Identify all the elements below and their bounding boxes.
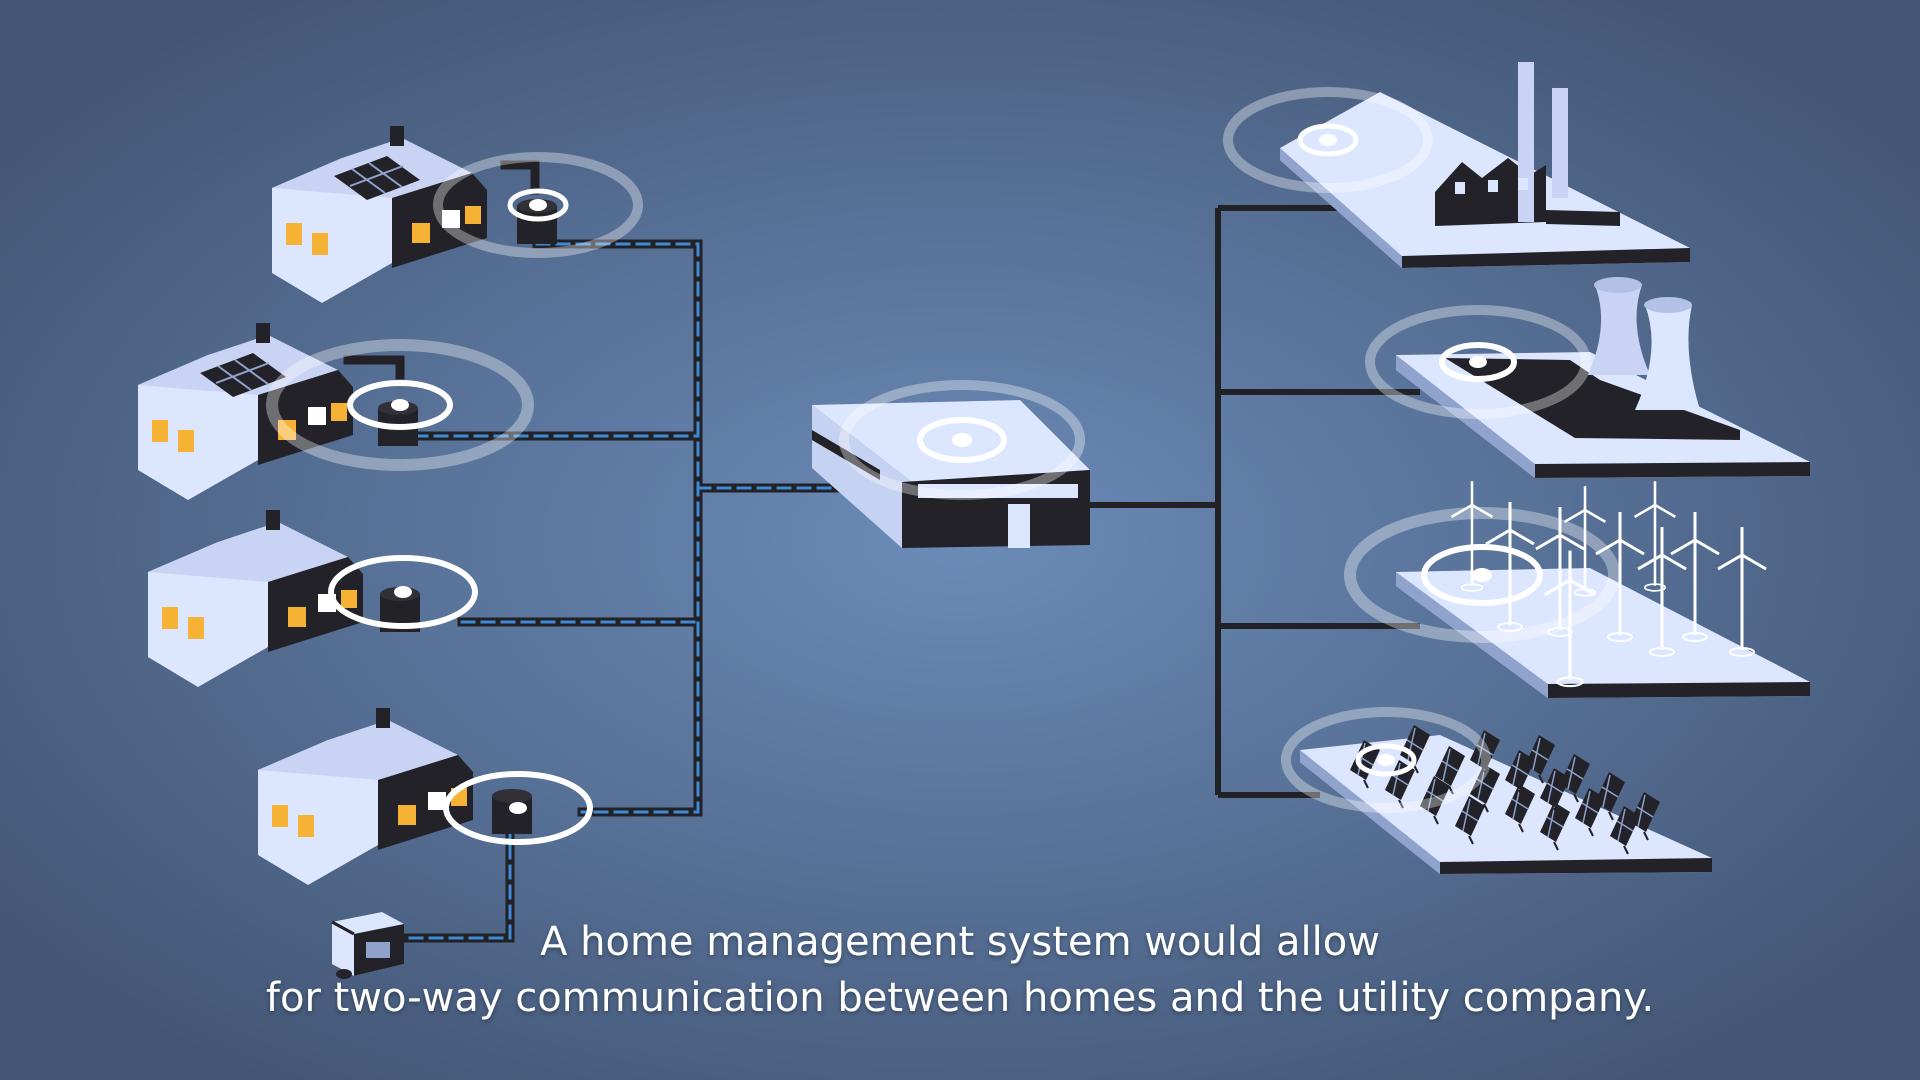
caption-text: A home management system would allow for…	[0, 914, 1920, 1026]
cooling-tower-plant	[1396, 277, 1810, 478]
factory-plant	[1280, 62, 1690, 268]
caption-line-2: for two-way communication between homes …	[265, 975, 1655, 1021]
utility-network-wires	[1090, 205, 1420, 798]
portable-generator-icon	[331, 912, 404, 979]
wireless-signal-rings	[266, 87, 1620, 845]
home-network-wires	[343, 160, 847, 943]
utility-hub-building	[812, 400, 1090, 548]
signal-center-dots	[391, 134, 1492, 814]
caption-line-1: A home management system would allow	[540, 919, 1380, 965]
